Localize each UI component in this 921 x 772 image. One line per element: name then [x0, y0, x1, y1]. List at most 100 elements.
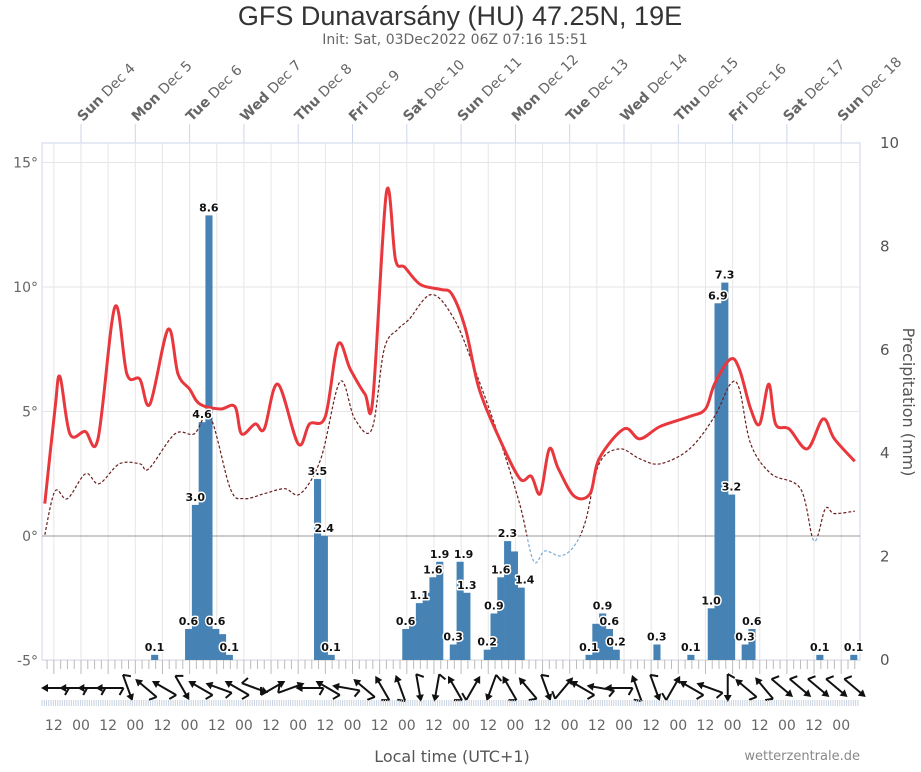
wind-feather — [843, 675, 853, 680]
wind-barb-icon — [394, 674, 407, 703]
precipitation-bar — [409, 618, 417, 660]
precipitation-value-label: 0.9 — [484, 599, 504, 612]
precipitation-value-label: 0.6 — [206, 615, 226, 628]
precipitation-value-label: 8.6 — [199, 201, 219, 214]
hour-tick-label: 00 — [126, 718, 144, 734]
wind-arrowhead — [570, 681, 579, 688]
wind-arrowhead — [565, 677, 574, 686]
day-label-date: Dec 16 — [741, 61, 790, 110]
wind-feather — [241, 677, 249, 684]
precipitation-bar — [429, 577, 437, 660]
precipitation-bar — [517, 587, 525, 660]
wind-barb-icon — [375, 675, 391, 702]
wind-feather — [318, 687, 325, 696]
hour-tick-label: 12 — [154, 718, 172, 734]
day-label-date: Dec 6 — [203, 62, 246, 105]
precipitation-axis-label: Precipitation (mm) — [899, 328, 918, 477]
hour-tick-label: 00 — [778, 718, 796, 734]
precipitation-value-label: 3.2 — [722, 481, 742, 494]
precipitation-bar — [605, 628, 613, 660]
wind-arrowhead — [431, 694, 440, 702]
hour-tick-label: 00 — [452, 718, 470, 734]
wind-arrows — [41, 673, 866, 703]
precipitation-value-label: 1.3 — [457, 579, 477, 592]
wind-arrowhead — [755, 677, 763, 686]
precipitation-value-label: 0.1 — [681, 641, 701, 654]
precipitation-bar — [585, 654, 593, 660]
hour-tick-label: 00 — [832, 718, 850, 734]
wind-barb-icon — [735, 679, 758, 701]
temperature-tick-label: 10° — [13, 280, 38, 296]
wind-arrowhead — [785, 689, 793, 697]
wind-barb-icon — [332, 682, 361, 698]
wind-arrowhead — [224, 681, 233, 688]
wind-feather — [277, 684, 281, 693]
wind-feather — [118, 687, 125, 696]
wind-arrowhead — [375, 675, 383, 684]
precipitation-value-label: 0.3 — [443, 630, 463, 643]
wind-barb-icon — [461, 675, 481, 701]
wind-arrowhead — [315, 681, 324, 688]
hour-tick-label: 00 — [344, 718, 362, 734]
wind-arrowhead — [277, 681, 286, 688]
hour-tick-label: 00 — [724, 718, 742, 734]
wind-arrowhead — [295, 684, 303, 692]
wind-arrowhead — [839, 689, 848, 697]
wind-barb-icon — [95, 684, 125, 696]
precipitation-bar — [850, 654, 858, 660]
wind-barb-icon — [205, 681, 233, 699]
precipitation-bar — [205, 215, 213, 660]
wind-feather — [260, 686, 263, 696]
wind-barb-icon — [315, 681, 341, 700]
precipitation-value-label: 3.5 — [308, 465, 328, 478]
wind-barb-icon — [135, 679, 158, 701]
precipitation-value-label: 0.6 — [179, 615, 199, 628]
wind-arrowhead — [803, 689, 812, 697]
wind-arrowhead — [735, 679, 744, 687]
day-label-date: Dec 5 — [153, 58, 196, 101]
precipitation-value-label: 0.1 — [844, 641, 864, 654]
wind-barb-icon — [807, 675, 830, 697]
precipitation-bar — [314, 479, 322, 660]
day-label-date: Dec 15 — [693, 55, 742, 104]
precipitation-tick-label: 4 — [880, 444, 890, 462]
wind-arrowhead — [182, 692, 190, 701]
wind-arrowhead — [126, 693, 134, 702]
temperature-tick-label: 15° — [13, 156, 38, 172]
temperature-tick-label: 5° — [22, 405, 38, 421]
hour-tick-label: 00 — [181, 718, 199, 734]
dewpoint-line — [44, 293, 855, 536]
day-label: Fri Dec 9 — [346, 67, 403, 124]
wind-arrowhead — [77, 684, 85, 692]
wind-feather — [608, 689, 616, 698]
hour-tick-label: 12 — [208, 718, 226, 734]
precipitation-value-label: 0.6 — [396, 615, 416, 628]
precipitation-bar — [198, 422, 206, 660]
hour-tick-label: 12 — [425, 718, 443, 734]
precipitation-value-label: 0.9 — [593, 599, 613, 612]
wind-arrowhead — [544, 693, 553, 702]
x-axis-label: Local time (UTC+1) — [374, 747, 530, 766]
wind-feather — [148, 696, 157, 701]
precipitation-bar — [599, 613, 607, 660]
hour-axis: 12 00 12 00 12 00 12 00 12 00 12 00 12 00 12 00 12 00 12 00… — [41, 660, 859, 734]
precipitation-bar — [728, 494, 736, 660]
wind-feather — [64, 687, 70, 696]
hour-tick-label: 12 — [262, 718, 280, 734]
precipitation-bar — [612, 649, 620, 660]
precipitation-value-label: 0.1 — [219, 641, 239, 654]
wind-barb-icon — [121, 673, 134, 702]
wind-barb-icon — [679, 681, 704, 700]
precipitation-bar — [714, 303, 722, 660]
precipitation-bar — [225, 654, 233, 660]
day-label-date: Dec 12 — [533, 52, 582, 101]
hour-tick-label: 12 — [751, 718, 769, 734]
temperature-axis: 15° 10° 5° 0° -5° — [13, 156, 38, 670]
wind-arrowhead — [485, 693, 493, 702]
wind-arrowhead — [696, 681, 705, 690]
precipitation-value-label: 7.3 — [715, 269, 735, 282]
precipitation-bar — [327, 654, 335, 660]
wind-feather — [540, 673, 550, 678]
wind-barb-icon — [825, 675, 848, 697]
